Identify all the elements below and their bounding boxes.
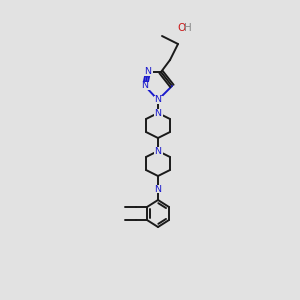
- Text: N: N: [154, 146, 161, 155]
- FancyBboxPatch shape: [143, 68, 152, 76]
- FancyBboxPatch shape: [154, 185, 163, 193]
- Text: N: N: [154, 109, 161, 118]
- Text: N: N: [142, 82, 148, 91]
- FancyBboxPatch shape: [140, 82, 149, 90]
- Text: N: N: [145, 68, 152, 76]
- Text: O: O: [177, 23, 185, 33]
- Text: N: N: [154, 184, 161, 194]
- FancyBboxPatch shape: [154, 109, 163, 117]
- Text: N: N: [154, 95, 161, 104]
- FancyBboxPatch shape: [154, 96, 163, 104]
- FancyBboxPatch shape: [175, 23, 191, 32]
- FancyBboxPatch shape: [154, 147, 163, 155]
- Text: H: H: [184, 23, 192, 33]
